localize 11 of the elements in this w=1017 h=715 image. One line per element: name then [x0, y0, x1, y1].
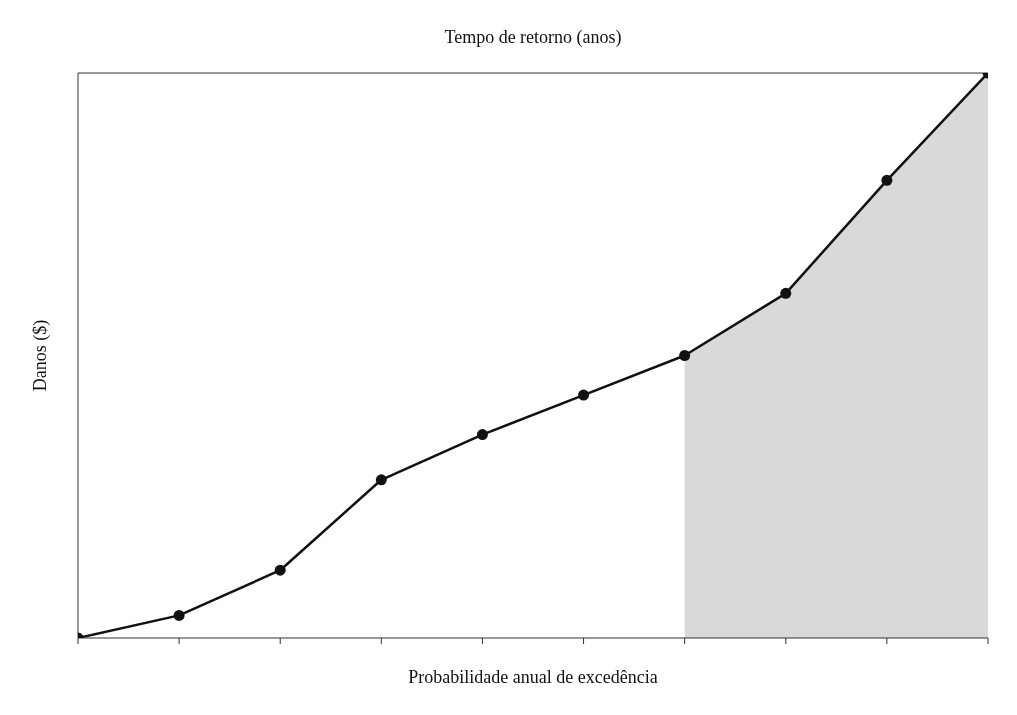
point [476, 429, 488, 441]
point [578, 389, 590, 401]
point [375, 474, 387, 486]
point [881, 174, 893, 186]
point [679, 350, 691, 361]
point [274, 564, 286, 576]
y-axis-title: Danos ($) [30, 319, 52, 392]
point [780, 287, 792, 299]
point [173, 609, 185, 621]
x-axis-title: Probabilidade anual de excedência [408, 667, 658, 687]
x2-axis-title: Tempo de retorno (anos) [444, 26, 622, 48]
